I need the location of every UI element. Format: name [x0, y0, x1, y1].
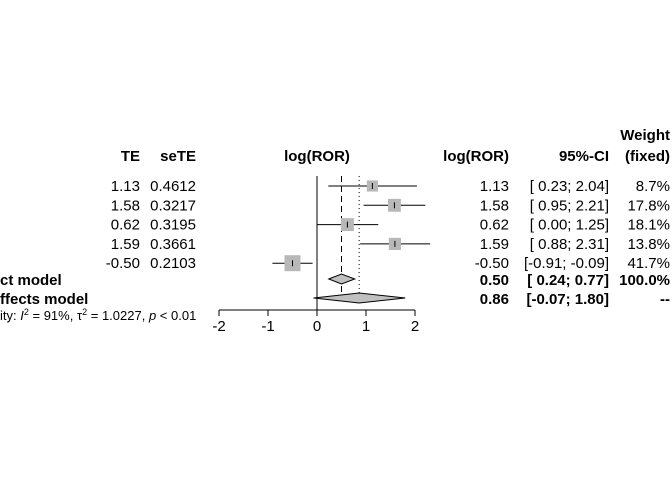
study-effect: 0.62 — [480, 217, 509, 234]
random-model-effect: 0.86 — [480, 291, 509, 308]
study-weight: 8.7% — [636, 178, 670, 195]
x-tick-label: -1 — [261, 318, 274, 335]
x-tick-label: 1 — [362, 318, 370, 335]
study-te: -0.50 — [106, 255, 140, 272]
random-model-label: ffects model — [0, 291, 88, 308]
study-weight: 18.1% — [627, 217, 670, 234]
study-weight: 41.7% — [627, 255, 670, 272]
study-te: 1.58 — [111, 197, 140, 214]
header-weight-line1: Weight — [620, 127, 670, 144]
fixed-model-weight: 100.0% — [619, 272, 670, 289]
random-model-weight: -- — [660, 291, 670, 308]
header-plot: log(ROR) — [284, 148, 350, 165]
study-te: 1.13 — [111, 178, 140, 195]
study-ci: [-0.91; -0.09] — [524, 255, 609, 272]
random-model-ci: [-0.07; 1.80] — [526, 291, 609, 308]
header-sete: seTE — [160, 148, 196, 165]
study-sete: 0.2103 — [150, 255, 196, 272]
study-weight: 13.8% — [627, 236, 670, 253]
heterogeneity-text: ity: I2 = 91%, τ2 = 1.0227, p < 0.01 — [0, 307, 196, 323]
x-tick-label: -2 — [212, 318, 225, 335]
study-sete: 0.3195 — [150, 217, 196, 234]
fixed-model-effect: 0.50 — [480, 272, 509, 289]
study-te: 0.62 — [111, 217, 140, 234]
study-sete: 0.4612 — [150, 178, 196, 195]
study-ci: [ 0.00; 1.25] — [530, 217, 609, 234]
study-weight: 17.8% — [627, 197, 670, 214]
study-ci: [ 0.23; 2.04] — [530, 178, 609, 195]
plot-area — [218, 176, 431, 316]
study-effect: 1.59 — [480, 236, 509, 253]
header-te: TE — [121, 148, 140, 165]
study-effect: 1.58 — [480, 197, 509, 214]
header-effect: log(ROR) — [443, 148, 509, 165]
fixed-model-diamond — [327, 273, 357, 285]
fixed-model-ci: [ 0.24; 0.77] — [527, 272, 609, 289]
study-sete: 0.3661 — [150, 236, 196, 253]
study-sete: 0.3217 — [150, 197, 196, 214]
header-weight-line2: (fixed) — [625, 148, 670, 165]
fixed-model-label: ct model — [0, 272, 62, 289]
x-tick-label: 2 — [411, 318, 419, 335]
study-te: 1.59 — [111, 236, 140, 253]
header-ci: 95%-CI — [559, 148, 609, 165]
study-ci: [ 0.95; 2.21] — [530, 197, 609, 214]
study-effect: 1.13 — [480, 178, 509, 195]
x-tick-label: 0 — [313, 318, 321, 335]
random-model-diamond — [313, 292, 406, 304]
study-ci: [ 0.88; 2.31] — [530, 236, 609, 253]
study-effect: -0.50 — [475, 255, 509, 272]
